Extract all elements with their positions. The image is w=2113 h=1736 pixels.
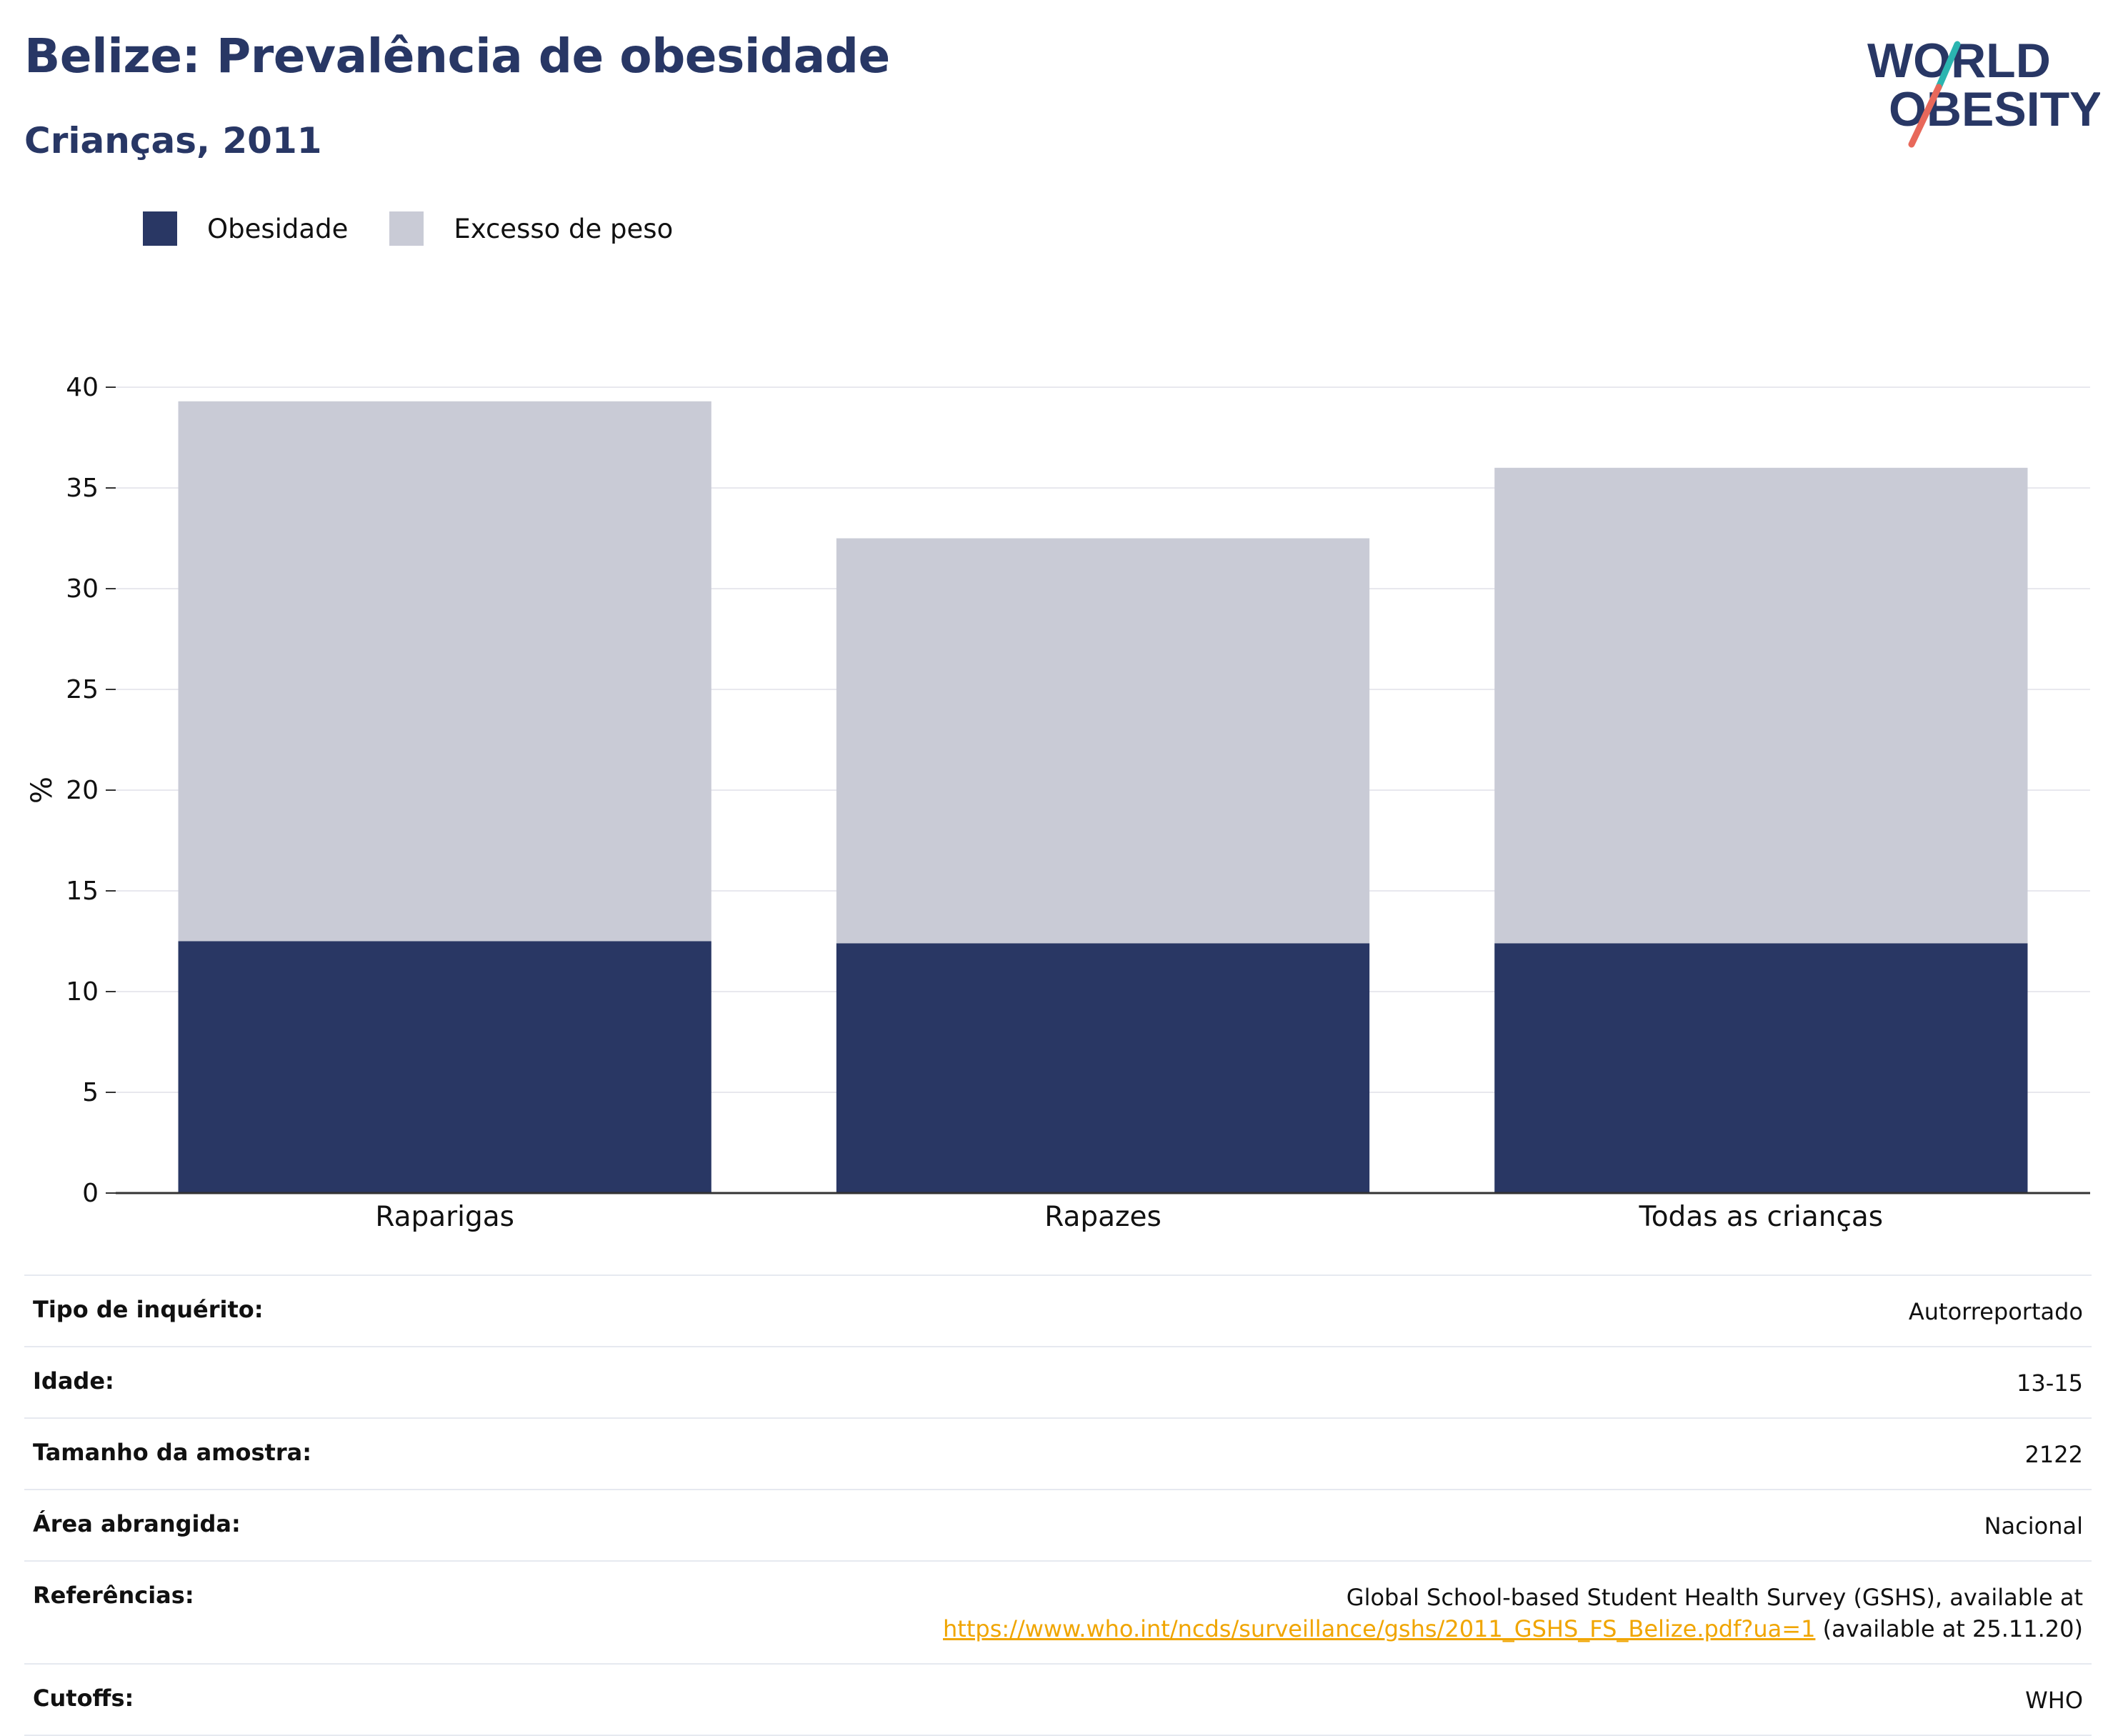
references-value: Global School-based Student Health Surve… xyxy=(943,1582,2083,1645)
y-tick-label: 30 xyxy=(66,574,99,604)
legend-item-obesidade: Obesidade xyxy=(143,211,348,246)
y-tick-label: 10 xyxy=(66,977,99,1007)
y-tick-label: 0 xyxy=(82,1179,99,1208)
legend-label-excesso-de-peso: Excesso de peso xyxy=(454,213,674,244)
meta-value: Nacional xyxy=(1984,1512,2083,1540)
meta-row-area: Área abrangida: Nacional xyxy=(24,1489,2092,1560)
chart-legend: Obesidade Excesso de peso xyxy=(143,211,714,246)
meta-value: Autorreportado xyxy=(1908,1298,2083,1325)
meta-label: Tamanho da amostra: xyxy=(33,1439,311,1466)
y-tick-label: 5 xyxy=(82,1078,99,1107)
bar-obesidade xyxy=(178,941,711,1193)
meta-label: Idade: xyxy=(33,1367,114,1395)
y-tick-label: 25 xyxy=(66,675,99,704)
bar-obesidade xyxy=(1494,943,2028,1193)
x-tick-label: Raparigas xyxy=(375,1201,514,1233)
stacked-bar-chart: 0 5 10 15 20 25 30 35 40% Raparigas Rapazes Todas a… xyxy=(26,373,2090,1233)
meta-label: Tipo de inquérito: xyxy=(33,1296,264,1323)
meta-value: 13-15 xyxy=(2017,1370,2083,1397)
bar-excesso-de-peso xyxy=(178,401,711,942)
meta-label: Cutoffs: xyxy=(33,1685,134,1712)
bar-excesso-de-peso xyxy=(1494,467,2028,944)
chart-title: Belize: Prevalência de obesidade xyxy=(24,29,890,84)
metadata-table: Tipo de inquérito: Autorreportado Idade:… xyxy=(24,1274,2092,1736)
y-tick-label: 15 xyxy=(66,877,99,906)
references-link[interactable]: https://www.who.int/ncds/surveillance/gs… xyxy=(943,1615,1816,1642)
meta-row-survey-type: Tipo de inquérito: Autorreportado xyxy=(24,1274,2092,1346)
bar-obesidade xyxy=(836,943,1370,1193)
y-tick-label: 35 xyxy=(66,474,99,503)
y-tick-label: 20 xyxy=(66,776,99,805)
world-obesity-logo: WORLD OBESITY xyxy=(1867,34,2100,148)
x-tick-label: Rapazes xyxy=(1044,1201,1162,1233)
bar-excesso-de-peso xyxy=(836,538,1370,944)
legend-swatch-excesso-de-peso xyxy=(389,211,424,246)
logo-slash-coral xyxy=(1908,84,1942,148)
y-axis-label: % xyxy=(26,777,59,804)
references-text: Global School-based Student Health Surve… xyxy=(1346,1584,2083,1611)
references-date: (available at 25.11.20) xyxy=(1815,1615,2083,1642)
chart-subtitle: Crianças, 2011 xyxy=(24,120,322,161)
legend-label-obesidade: Obesidade xyxy=(207,213,349,244)
meta-label: Referências: xyxy=(33,1582,194,1609)
legend-item-excesso-de-peso: Excesso de peso xyxy=(389,211,673,246)
meta-row-references: Referências: Global School-based Student… xyxy=(24,1560,2092,1663)
logo-line2: OBESITY xyxy=(1889,82,2100,136)
x-tick-label: Todas as crianças xyxy=(1639,1201,1884,1233)
y-tick-label: 40 xyxy=(66,373,99,402)
meta-value: WHO xyxy=(2025,1687,2083,1714)
meta-row-sample-size: Tamanho da amostra: 2122 xyxy=(24,1417,2092,1489)
meta-row-age: Idade: 13-15 xyxy=(24,1346,2092,1417)
logo-slash-teal xyxy=(1935,41,1961,91)
meta-label: Área abrangida: xyxy=(33,1510,241,1537)
legend-swatch-obesidade xyxy=(143,211,177,246)
meta-value: 2122 xyxy=(2024,1441,2083,1468)
meta-row-cutoffs: Cutoffs: WHO xyxy=(24,1663,2092,1736)
